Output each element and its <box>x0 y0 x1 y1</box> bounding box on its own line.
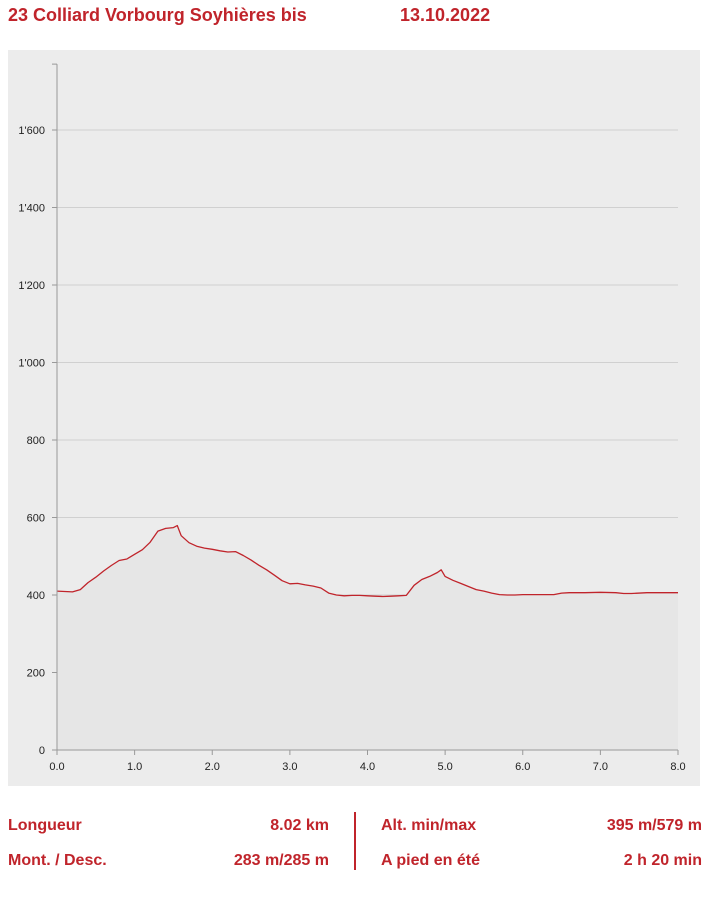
y-tick-label: 200 <box>27 668 45 680</box>
length-value: 8.02 km <box>270 817 329 834</box>
y-tick-label: 800 <box>27 435 45 447</box>
elevation-line <box>56 524 678 598</box>
y-tick-label: 1'600 <box>18 125 45 137</box>
x-tick-label: 8.0 <box>670 761 685 773</box>
x-tick-label: 3.0 <box>282 761 297 773</box>
area-layer <box>56 524 678 750</box>
x-tick-label: 6.0 <box>515 761 530 773</box>
elevation-area <box>57 525 678 750</box>
y-tick-label: 0 <box>39 745 45 757</box>
elevation-chart: 0 200 400 600 800 1'000 1'200 1'400 1'600 0.0 1.0 2… <box>18 63 686 773</box>
y-tick-label: 1'000 <box>18 358 45 370</box>
route-title: 23 Colliard Vorbourg Soyhières bis <box>8 5 307 25</box>
x-tick-label: 2.0 <box>205 761 220 773</box>
route-date: 13.10.2022 <box>400 5 491 25</box>
updown-value: 283 m/285 m <box>233 852 329 869</box>
x-tick-label: 1.0 <box>127 761 142 773</box>
elevation-chart-panel: 0 200 400 600 800 1'000 1'200 1'400 1'600 0.0 1.0 2… <box>8 50 700 786</box>
y-tick-label: 1'400 <box>18 203 45 215</box>
x-tick-label: 4.0 <box>360 761 375 773</box>
time-label: A pied en été <box>381 852 480 869</box>
y-tick-label: 1'200 <box>18 280 45 292</box>
updown-label: Mont. / Desc. <box>8 852 107 869</box>
alt-label: Alt. min/max <box>381 817 477 834</box>
label-layer: 0 200 400 600 800 1'000 1'200 1'400 1'600 0.0 1.0 2… <box>18 125 685 773</box>
x-tick-label: 5.0 <box>437 761 452 773</box>
y-tick-label: 400 <box>27 590 45 602</box>
stats-divider <box>354 812 356 870</box>
length-label: Longueur <box>8 817 82 834</box>
page-header: 23 Colliard Vorbourg Soyhières bis 13.10… <box>8 5 490 26</box>
time-value: 2 h 20 min <box>623 852 702 869</box>
axis-layer <box>52 63 679 755</box>
y-tick-label: 600 <box>27 513 45 525</box>
x-tick-label: 7.0 <box>593 761 608 773</box>
x-tick-label: 0.0 <box>49 761 64 773</box>
alt-value: 395 m/579 m <box>606 817 702 834</box>
